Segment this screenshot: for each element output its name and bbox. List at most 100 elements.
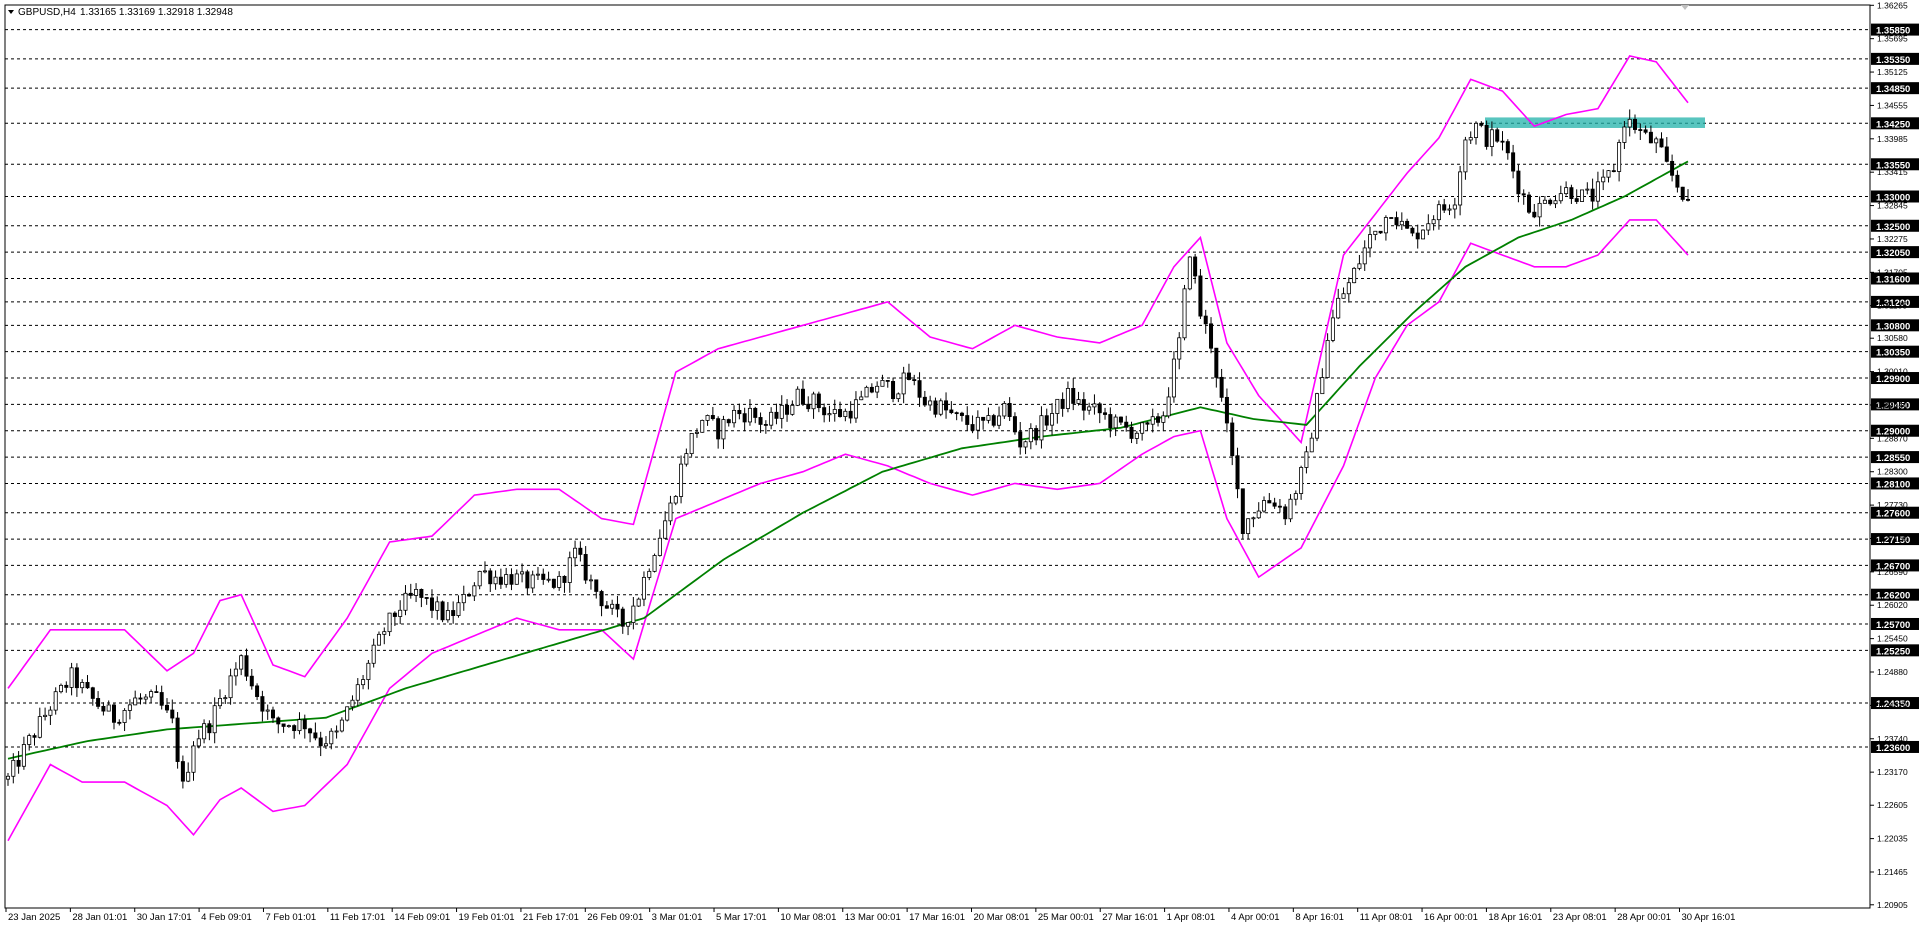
- candle: [1648, 125, 1653, 144]
- candle: [1394, 211, 1399, 230]
- candle: [1516, 164, 1521, 203]
- candle: [1410, 226, 1415, 237]
- candle: [1277, 498, 1282, 513]
- level-label-bg: [1871, 52, 1919, 65]
- candle: [864, 385, 869, 398]
- candle: [832, 399, 837, 422]
- candle: [583, 546, 588, 584]
- candle: [297, 712, 302, 735]
- candle: [1474, 121, 1479, 145]
- y-tick-label: 1.24880: [1877, 667, 1908, 677]
- candle: [186, 762, 191, 783]
- x-tick-label: 30 Jan 17:01: [137, 912, 192, 923]
- candle: [286, 724, 291, 728]
- candle: [901, 366, 906, 404]
- candle: [599, 589, 604, 617]
- level-label: 1.30800: [1876, 321, 1910, 332]
- candle: [663, 511, 668, 539]
- dropdown-arrow-icon[interactable]: [8, 10, 14, 14]
- candle: [588, 574, 593, 590]
- candle: [567, 551, 572, 593]
- candle: [573, 540, 578, 567]
- moving-average: [7, 160, 1689, 760]
- level-label-bg: [1871, 424, 1919, 437]
- level-label: 1.32500: [1876, 222, 1910, 233]
- candle: [318, 731, 323, 757]
- candle: [1484, 120, 1489, 150]
- candle: [949, 401, 954, 415]
- ohlc-label: 1.33165 1.33169 1.32918 1.32948: [80, 7, 233, 18]
- candle: [673, 495, 678, 506]
- bollinger-upper: [7, 54, 1689, 689]
- candle: [117, 719, 122, 726]
- y-tick-label: 1.27160: [1877, 533, 1908, 543]
- bollinger-lower: [7, 219, 1689, 842]
- x-tick-label: 8 Apr 16:01: [1295, 912, 1344, 923]
- candle: [138, 693, 143, 705]
- x-tick-label: 19 Feb 01:01: [459, 912, 515, 923]
- level-label-bg: [1871, 697, 1919, 710]
- candle: [716, 416, 721, 449]
- level-label-bg: [1871, 451, 1919, 464]
- x-tick-label: 4 Feb 09:01: [201, 912, 252, 923]
- resistance-zone-rect[interactable]: [1485, 117, 1705, 128]
- candle: [504, 567, 509, 588]
- candle: [726, 418, 731, 427]
- candle: [164, 698, 169, 713]
- time-axis[interactable]: 23 Jan 2025 28 Jan 01:01 30 Jan 17:01 4 Feb…: [5, 908, 1736, 923]
- candle: [1352, 266, 1357, 284]
- candle: [811, 391, 816, 419]
- candle: [1489, 121, 1494, 157]
- price-axis[interactable]: 1.35850 1.35350 1.34850 1.34250 1.33550 1.330…: [1870, 0, 1919, 910]
- y-tick-label: 1.30580: [1877, 333, 1908, 343]
- candle: [255, 683, 260, 701]
- candle: [562, 575, 567, 593]
- candle: [350, 695, 355, 711]
- y-tick-label: 1.27730: [1877, 500, 1908, 510]
- y-tick-label: 1.21465: [1877, 867, 1908, 877]
- level-label: 1.25250: [1876, 646, 1910, 657]
- candle: [1426, 214, 1431, 236]
- candle: [32, 733, 37, 746]
- level-label-bg: [1871, 117, 1919, 130]
- candle: [610, 599, 615, 615]
- level-label: 1.33000: [1876, 192, 1910, 203]
- candle: [1638, 123, 1643, 141]
- candle: [1521, 189, 1526, 205]
- candle: [721, 415, 726, 450]
- candle: [928, 395, 933, 411]
- x-tick-label: 4 Apr 00:01: [1231, 912, 1280, 923]
- candle: [80, 679, 85, 694]
- candle: [922, 390, 927, 407]
- candle: [1495, 127, 1500, 143]
- candle: [1463, 136, 1468, 180]
- candle: [1198, 268, 1203, 320]
- candle: [737, 403, 742, 420]
- candle: [1511, 144, 1516, 179]
- candle: [1680, 186, 1685, 202]
- candle: [1458, 165, 1463, 216]
- chart-shift-marker-icon: [1681, 5, 1689, 10]
- candle: [1558, 185, 1563, 204]
- candle: [1378, 230, 1383, 234]
- x-tick-label: 30 Apr 16:01: [1682, 912, 1736, 923]
- candle: [1129, 421, 1134, 444]
- candle: [1007, 397, 1012, 422]
- candle: [806, 396, 811, 412]
- candle: [1627, 109, 1632, 137]
- candle: [111, 703, 116, 730]
- candle: [875, 381, 880, 399]
- y-tick-label: 1.26590: [1877, 567, 1908, 577]
- candle: [1209, 317, 1214, 354]
- candle: [763, 420, 768, 434]
- candle: [1256, 502, 1261, 519]
- candle: [1283, 504, 1288, 526]
- candle: [657, 529, 662, 557]
- candle: [1156, 413, 1161, 427]
- candle: [1023, 440, 1028, 455]
- candle: [1442, 198, 1447, 214]
- level-label: 1.34850: [1876, 84, 1910, 95]
- chart-header[interactable]: GBPUSD,H4 1.33165 1.33169 1.32918 1.3294…: [8, 7, 233, 18]
- candle: [1087, 402, 1092, 415]
